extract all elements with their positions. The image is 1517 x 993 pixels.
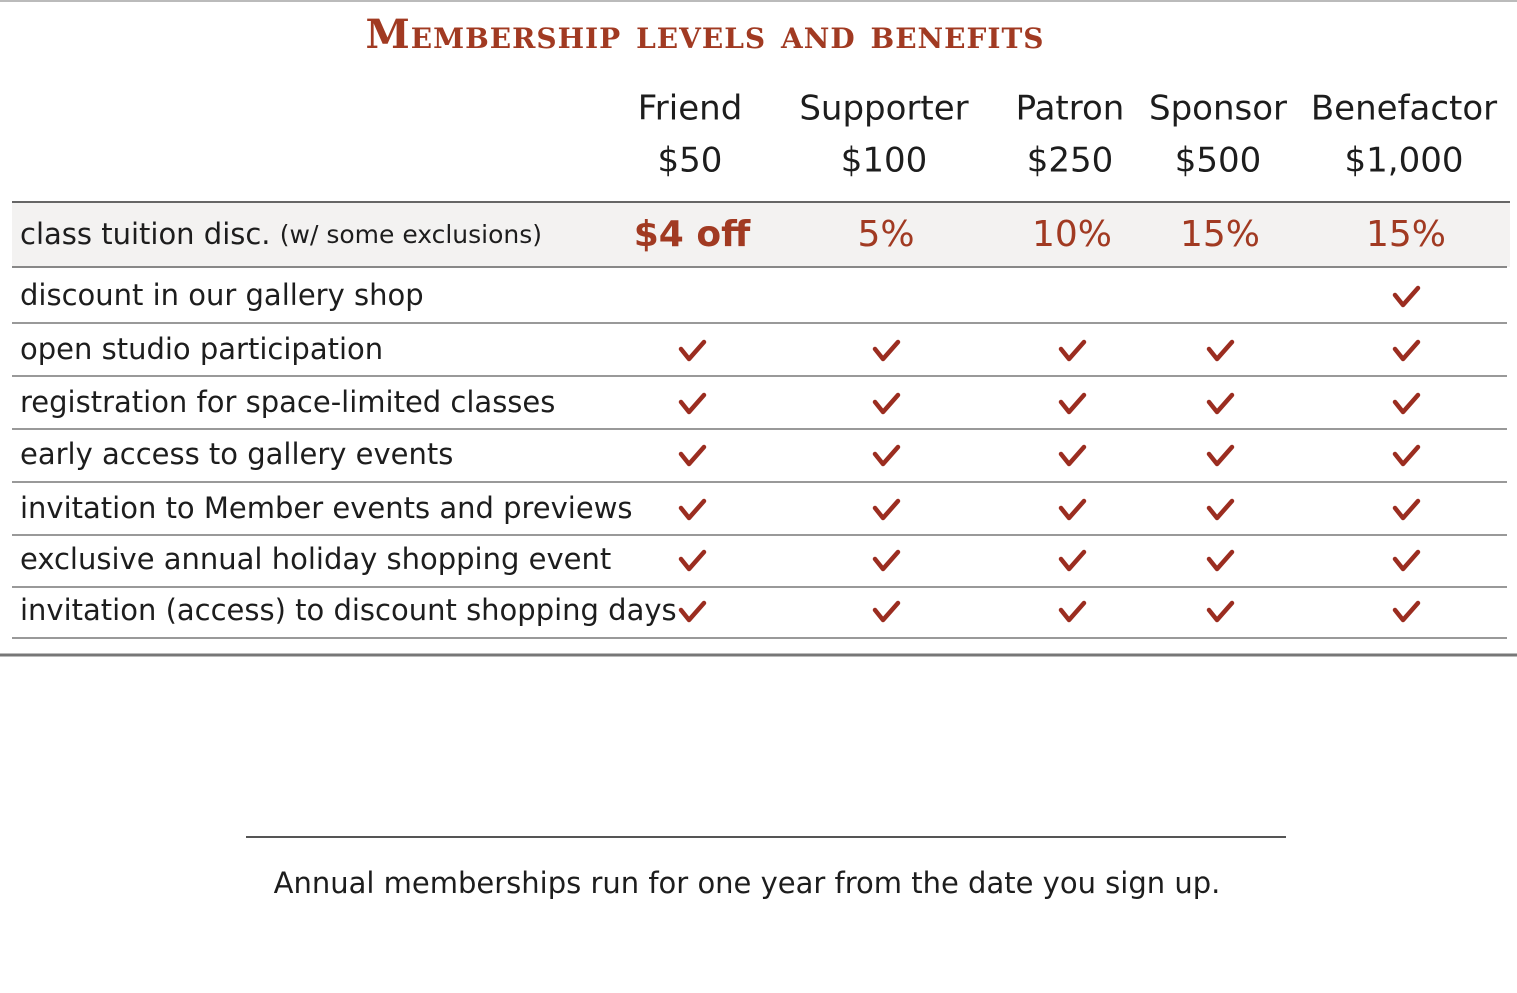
column-name: Supporter — [799, 89, 968, 129]
discount-value: 15% — [1366, 214, 1446, 255]
check-mark — [1058, 444, 1087, 467]
check-mark — [1392, 498, 1421, 521]
row-label: exclusive annual holiday shopping event — [20, 542, 611, 576]
check-mark — [1392, 600, 1421, 623]
row-label-text: registration for space-limited classes — [20, 385, 555, 419]
column-name: Benefactor — [1311, 89, 1497, 129]
check-mark — [1206, 600, 1235, 623]
check-mark — [872, 600, 901, 623]
check-mark — [678, 600, 707, 623]
row-label-text: open studio participation — [20, 332, 383, 366]
row-label: registration for space-limited classes — [20, 385, 555, 419]
check-mark — [1206, 549, 1235, 572]
table-body: Friend $50 Supporter $100 Patron $250 Sponsor $… — [12, 89, 1507, 639]
row-label-text: invitation to Member events and previews — [20, 491, 633, 525]
column-price: $250 — [1027, 141, 1114, 181]
discount-value: 10% — [1032, 214, 1112, 255]
check-mark — [872, 498, 901, 521]
row-label: class tuition disc. (w/ some exclusions) — [20, 217, 542, 251]
check-mark — [678, 392, 707, 415]
check-mark — [872, 444, 901, 467]
row-label: invitation to Member events and previews — [20, 491, 633, 525]
check-mark — [872, 549, 901, 572]
column-name: Friend — [638, 89, 743, 129]
check-mark — [678, 498, 707, 521]
check-mark — [1392, 549, 1421, 572]
column-name: Sponsor — [1149, 89, 1287, 129]
check-mark — [1392, 285, 1421, 308]
check-mark — [1058, 339, 1087, 362]
check-mark — [1058, 392, 1087, 415]
row-label-text: discount in our gallery shop — [20, 278, 424, 312]
highlight-row — [12, 203, 1510, 267]
row-label: invitation (access) to discount shopping… — [20, 593, 677, 627]
check-mark — [678, 549, 707, 572]
row-label-text: invitation (access) to discount shopping… — [20, 593, 677, 627]
row-note: (w/ some exclusions) — [280, 220, 542, 249]
column-price: $1,000 — [1345, 141, 1464, 181]
check-mark — [1392, 339, 1421, 362]
check-mark — [678, 339, 707, 362]
check-mark — [1058, 498, 1087, 521]
column-price: $100 — [841, 141, 928, 181]
row-label-text: class tuition disc. — [20, 217, 271, 251]
column-price: $50 — [658, 141, 723, 181]
check-mark — [1206, 392, 1235, 415]
row-label: open studio participation — [20, 332, 383, 366]
check-mark — [678, 444, 707, 467]
row-label-text: exclusive annual holiday shopping event — [20, 542, 611, 576]
check-mark — [872, 392, 901, 415]
check-mark — [872, 339, 901, 362]
check-mark — [1058, 600, 1087, 623]
row-label: early access to gallery events — [20, 437, 453, 471]
row-label-text: early access to gallery events — [20, 437, 453, 471]
column-price: $500 — [1175, 141, 1262, 181]
discount-value: 5% — [857, 214, 914, 255]
check-mark — [1206, 498, 1235, 521]
check-mark — [1392, 392, 1421, 415]
title: Membership levels and benefits — [365, 11, 1044, 58]
discount-value: 15% — [1180, 214, 1260, 255]
check-mark — [1392, 444, 1421, 467]
check-mark — [1058, 549, 1087, 572]
check-mark — [1206, 444, 1235, 467]
discount-value: $4 off — [634, 214, 751, 255]
column-name: Patron — [1016, 89, 1125, 129]
footer-note: Annual memberships run for one year from… — [274, 866, 1221, 900]
row-label: discount in our gallery shop — [20, 278, 424, 312]
check-mark — [1206, 339, 1235, 362]
